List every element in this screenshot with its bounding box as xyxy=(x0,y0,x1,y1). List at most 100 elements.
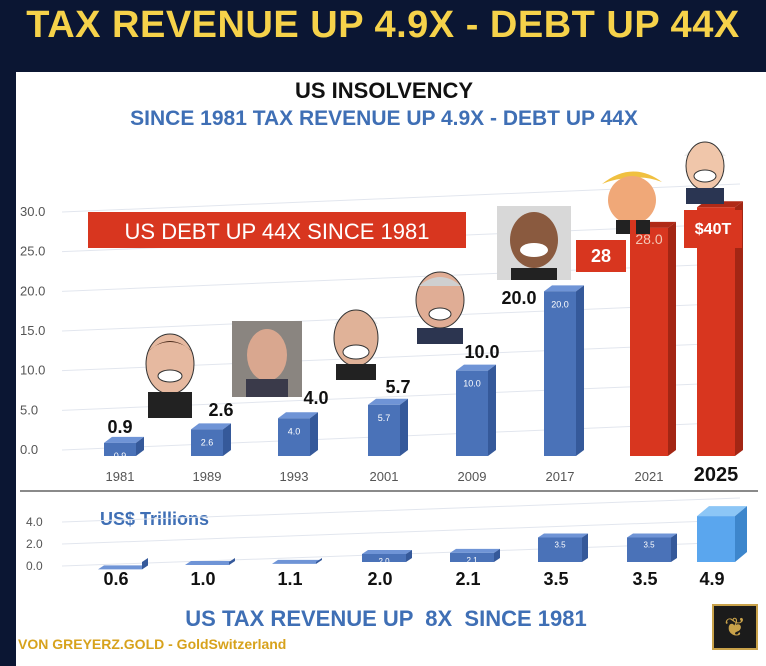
gridline xyxy=(61,302,741,332)
gridline xyxy=(61,519,741,545)
portrait-1993 xyxy=(328,298,384,380)
debt-bar-1989-side xyxy=(223,423,231,456)
tax-value-label: 2.0 xyxy=(367,569,392,589)
debt-value-label: 2.6 xyxy=(208,400,233,420)
x-tick-label: 2025 xyxy=(694,464,739,486)
tax-value-label: 1.1 xyxy=(277,569,302,589)
debt-bar-2021-front xyxy=(630,227,668,456)
debt-bar-2001-front xyxy=(368,404,400,456)
tax-bar-2001-front xyxy=(362,554,406,562)
portrait-2017 xyxy=(497,206,571,280)
y-tick-label: 0.0 xyxy=(26,559,43,573)
tax-bar-label: 3.5 xyxy=(554,541,566,550)
tax-bar-1981-side xyxy=(142,558,148,570)
tax-bar-1993 xyxy=(272,558,322,564)
debt-bar-2025-front xyxy=(697,207,735,456)
debt-bar-2017-side xyxy=(576,285,584,456)
tax-bar-2017-side xyxy=(582,533,588,562)
debt-bar-2017 xyxy=(544,285,584,456)
eagle-crest-icon: ❦ xyxy=(712,604,758,650)
y-tick-label: 20.0 xyxy=(20,283,45,298)
tax-bar-2017-front xyxy=(538,537,582,562)
portrait-1989 xyxy=(232,321,302,397)
y-tick-label: 0.0 xyxy=(20,442,38,457)
portrait-2025 xyxy=(680,134,730,204)
x-tick-label: 2009 xyxy=(458,469,487,484)
tax-bar-2021 xyxy=(627,533,677,562)
x-tick-label: 2017 xyxy=(546,469,575,484)
portrait-1981 xyxy=(140,330,200,418)
x-tick-label: 2021 xyxy=(635,469,664,484)
y-tick-label: 4.0 xyxy=(26,515,43,529)
debt-bar-1993-front xyxy=(278,418,310,456)
debt-value-label: 5.7 xyxy=(385,377,410,397)
x-tick-label: 1993 xyxy=(280,469,309,484)
debt-bar-2001-side xyxy=(400,398,408,456)
tax-value-label: 4.9 xyxy=(699,569,724,589)
x-tick-label: 1981 xyxy=(106,469,135,484)
tax-bar-2001 xyxy=(362,550,412,562)
tax-value-label: 3.5 xyxy=(543,569,568,589)
tax-bar-1989 xyxy=(185,558,235,565)
debt-value-label: 20.0 xyxy=(501,288,536,308)
debt-bar-2009-front xyxy=(456,370,488,456)
y-tick-label: 30.0 xyxy=(20,204,45,219)
tax-bar-2025-side xyxy=(735,506,747,562)
debt-bar-1981-front xyxy=(104,442,136,456)
credit: VON GREYERZ.GOLD - GoldSwitzerland xyxy=(18,636,286,652)
debt-bar-1981-side xyxy=(136,436,144,456)
debt-bar-2021-side xyxy=(668,221,676,456)
tax-bar-1993-top xyxy=(272,559,322,564)
tax-bar-2021-side xyxy=(671,533,677,562)
tax-bar-2001-top xyxy=(362,550,412,554)
debt-value-label: 10.0 xyxy=(464,342,499,362)
tax-value-label: 2.1 xyxy=(455,569,480,589)
debt-bar-label: 28.0 xyxy=(635,231,662,247)
debt-bar-label: 2.6 xyxy=(201,437,214,447)
y-tick-label: 5.0 xyxy=(20,402,38,417)
debt-bar-2025 xyxy=(697,201,743,456)
tax-bar-1989-top xyxy=(185,561,235,565)
debt-bar-2017-front xyxy=(544,291,576,456)
tax-value-label: 0.6 xyxy=(103,569,128,589)
chart-title: US INSOLVENCY xyxy=(295,78,473,103)
tax-bar-2009-side xyxy=(494,548,500,562)
tax-bar-label: 3.5 xyxy=(643,541,655,550)
debt-bar-2021 xyxy=(630,221,676,456)
tax-bar-1981 xyxy=(98,558,148,570)
x-tick-label: 1989 xyxy=(193,469,222,484)
tax-bar-2009-top xyxy=(450,548,500,553)
tax-bar-2025 xyxy=(697,506,747,562)
tax-bar-1981-top xyxy=(98,565,148,570)
y-tick-label: 2.0 xyxy=(26,537,43,551)
y-tick-label: 25.0 xyxy=(20,244,45,259)
debt-bar-label: 5.7 xyxy=(378,413,391,423)
tax-bar-2009-front xyxy=(450,552,494,562)
debt-bar-1993 xyxy=(278,412,318,456)
tax-bar-label: 0.6 xyxy=(114,572,126,581)
tax-bar-2025-top xyxy=(697,506,747,517)
portrait-2021 xyxy=(596,164,668,234)
tax-value-label: 1.0 xyxy=(190,569,215,589)
debt-annotation: US DEBT UP 44X SINCE 1981 xyxy=(125,219,430,244)
debt-bar-2001 xyxy=(368,398,408,456)
debt-value-label: 4.0 xyxy=(303,388,328,408)
tax-bar-2017-top xyxy=(538,533,588,538)
debt-bar-2009-side xyxy=(488,364,496,456)
y-tick-label: 15.0 xyxy=(20,323,45,338)
debt-bar-2009 xyxy=(456,364,496,456)
debt-bar-1981-top xyxy=(104,436,144,443)
debt-bar-1989 xyxy=(191,423,231,456)
tax-bar-label: 1.0 xyxy=(201,568,213,577)
tax-bar-2001-side xyxy=(406,550,412,562)
tax-bar-2021-front xyxy=(627,537,671,562)
tax-bar-1993-side xyxy=(316,558,322,564)
tax-bar-1989-side xyxy=(229,558,235,565)
headline: TAX REVENUE UP 4.9X - DEBT UP 44X xyxy=(26,4,740,46)
y-tick-label: 10.0 xyxy=(20,363,45,378)
debt-bar-2025-side xyxy=(735,201,743,456)
debt-bar-2001-top xyxy=(368,398,408,405)
debt-value-label: 28 xyxy=(591,246,611,266)
debt-bar-1981 xyxy=(104,436,144,456)
x-tick-label: 2001 xyxy=(370,469,399,484)
